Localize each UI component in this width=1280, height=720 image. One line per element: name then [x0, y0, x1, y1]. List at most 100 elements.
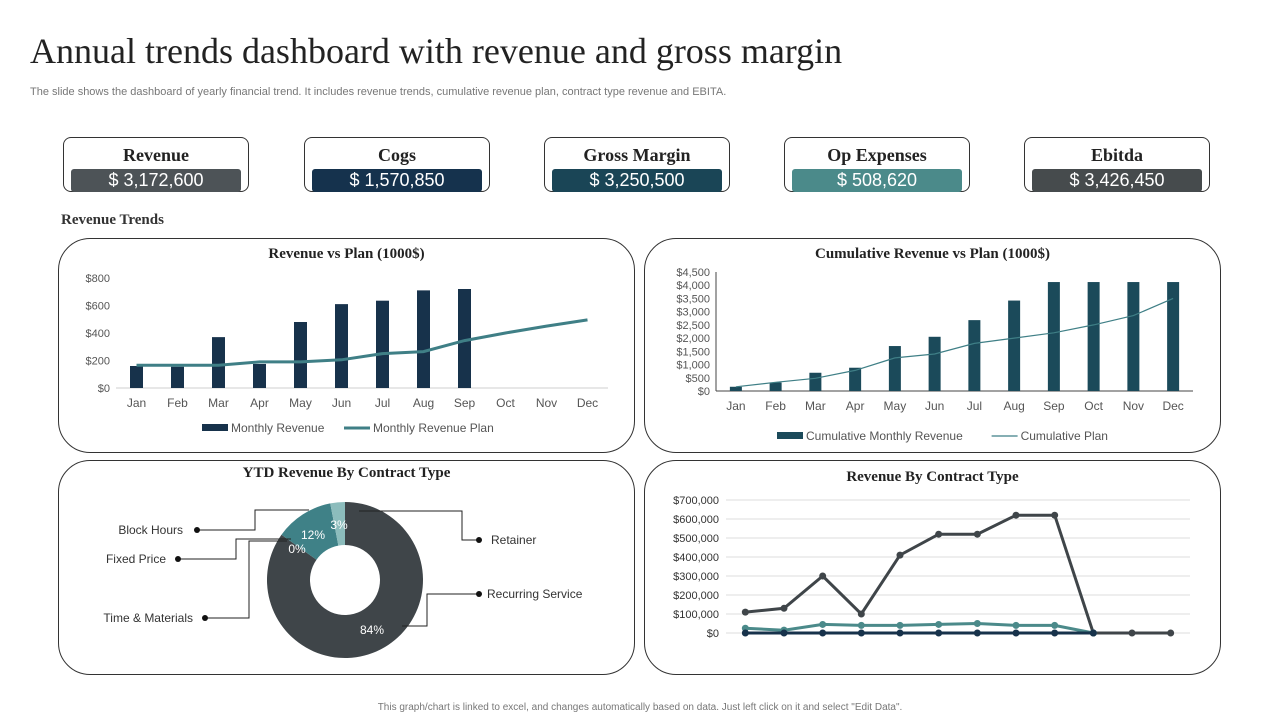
x-tick-label: Feb: [167, 396, 188, 410]
y-tick-label: $500,000: [673, 533, 719, 545]
slice-value-label: 84%: [360, 623, 384, 637]
bar: [1047, 282, 1060, 391]
legend-swatch: [777, 432, 803, 439]
bar: [729, 386, 742, 391]
section-label-revenue-trends: Revenue Trends: [61, 212, 164, 228]
y-tick-label: $0: [98, 383, 110, 395]
x-tick-label: Oct: [1084, 399, 1103, 413]
kpi-label: Cogs: [377, 145, 416, 165]
kpi-label: Op Expenses: [827, 145, 927, 165]
bar: [888, 346, 901, 391]
leader-line: [197, 509, 309, 531]
bar: [928, 336, 941, 391]
y-tick-label: $800: [86, 273, 110, 285]
kpi-card-op-expenses: Op Expenses $ 508,620: [784, 137, 970, 192]
revenue-by-contract-line-chart: $0 $100,000 $200,000 $300,000 $400,000 $500,0…: [673, 495, 1190, 640]
kpi-label: Ebitda: [1090, 145, 1144, 165]
kpi-card-revenue: Revenue $ 3,172,600: [63, 137, 249, 192]
data-point: [973, 620, 981, 627]
slice-category-label: Recurring Service: [487, 587, 583, 601]
bar: [1167, 282, 1180, 391]
x-tick-label: Apr: [846, 399, 865, 413]
donut-slice: [281, 503, 339, 560]
bar: [417, 290, 430, 388]
data-point: [1167, 629, 1175, 637]
bar: [1127, 282, 1140, 391]
bar: [376, 300, 389, 388]
x-tick-label: Jan: [726, 399, 745, 413]
y-tick-label: $600: [86, 301, 110, 313]
chart-title: Revenue By Contract Type: [846, 469, 1019, 485]
donut-slice: [267, 502, 424, 658]
y-tick-label: $3,000: [676, 307, 710, 319]
y-tick-label: $700,000: [673, 495, 719, 507]
leader-dot: [476, 537, 482, 543]
data-point: [741, 608, 749, 616]
leader-line: [359, 510, 479, 541]
kpi-card-gross-margin: Gross Margin $ 3,250,500: [544, 137, 730, 192]
slice-value-label: 0%: [288, 542, 306, 556]
bar: [968, 320, 981, 391]
x-tick-label: May: [884, 399, 907, 413]
y-tick-label: $300,000: [673, 571, 719, 583]
ytd-contract-donut-chart: 84% 12% 3% 0% Block Hours Fixed Price Time & M…: [103, 502, 583, 658]
y-tick-label: $1,000: [676, 360, 710, 372]
data-point: [1012, 629, 1020, 637]
bar: [130, 366, 143, 388]
x-tick-label: Nov: [536, 396, 557, 410]
legend-label: Cumulative Plan: [1021, 429, 1108, 443]
y-tick-label: $100,000: [673, 609, 719, 621]
y-tick-label: $500: [686, 373, 710, 385]
x-tick-label: Jul: [375, 396, 390, 410]
panel-cumulative-revenue: Cumulative Revenue vs Plan (1000$) $0 $50…: [644, 238, 1221, 453]
y-tick-label: $600,000: [673, 514, 719, 526]
data-point: [1012, 511, 1020, 519]
slice-category-label: Retainer: [491, 533, 536, 547]
bar: [458, 289, 471, 388]
series-line: [745, 621, 1094, 635]
y-tick-label: $3,500: [676, 293, 710, 305]
legend-label: Monthly Revenue Plan: [373, 421, 494, 435]
slice-category-label: Time & Materials: [103, 611, 193, 625]
leader-line: [178, 538, 291, 560]
legend-label: Monthly Revenue: [231, 421, 325, 435]
slice-value-label: 3%: [330, 518, 348, 532]
bar: [212, 337, 225, 388]
x-tick-label: Jan: [127, 396, 146, 410]
x-tick-label: May: [289, 396, 312, 410]
leader-line: [402, 593, 479, 627]
y-tick-label: $4,000: [676, 280, 710, 292]
bar: [1087, 282, 1100, 391]
bar: [294, 322, 307, 388]
y-tick-label: $2,500: [676, 320, 710, 332]
data-point: [1012, 621, 1020, 629]
bar: [809, 372, 822, 391]
data-point: [857, 610, 865, 618]
kpi-card-ebitda: Ebitda $ 3,426,450: [1024, 137, 1210, 192]
legend-label: Cumulative Monthly Revenue: [806, 429, 963, 443]
chart-title: Cumulative Revenue vs Plan (1000$): [815, 246, 1050, 262]
x-tick-label: Jul: [967, 399, 982, 413]
leader-dot: [175, 556, 181, 562]
data-point: [973, 629, 981, 637]
leader-dot: [476, 591, 482, 597]
data-point: [1051, 629, 1059, 637]
y-tick-label: $0: [698, 386, 710, 398]
chart-title: Revenue vs Plan (1000$): [268, 246, 425, 262]
x-tick-label: Mar: [208, 396, 229, 410]
data-point: [1051, 621, 1059, 629]
data-point: [1051, 511, 1059, 519]
data-point: [896, 629, 904, 637]
panel-ytd-contract-type: YTD Revenue By Contract Type 84% 12% 3% 0% B…: [58, 460, 635, 675]
donut-slice: [330, 502, 345, 546]
y-tick-label: $400,000: [673, 552, 719, 564]
data-point: [780, 629, 788, 637]
panel-revenue-vs-plan: Revenue vs Plan (1000$) $0 $200 $400 $600 $8…: [58, 238, 635, 453]
kpi-value: $ 3,172,600: [71, 169, 241, 192]
data-point: [819, 629, 827, 637]
slice-category-label: Fixed Price: [106, 552, 166, 566]
data-point: [780, 604, 788, 612]
series-line: [745, 513, 1171, 635]
data-point: [935, 530, 943, 538]
chart-title: YTD Revenue By Contract Type: [242, 465, 451, 481]
